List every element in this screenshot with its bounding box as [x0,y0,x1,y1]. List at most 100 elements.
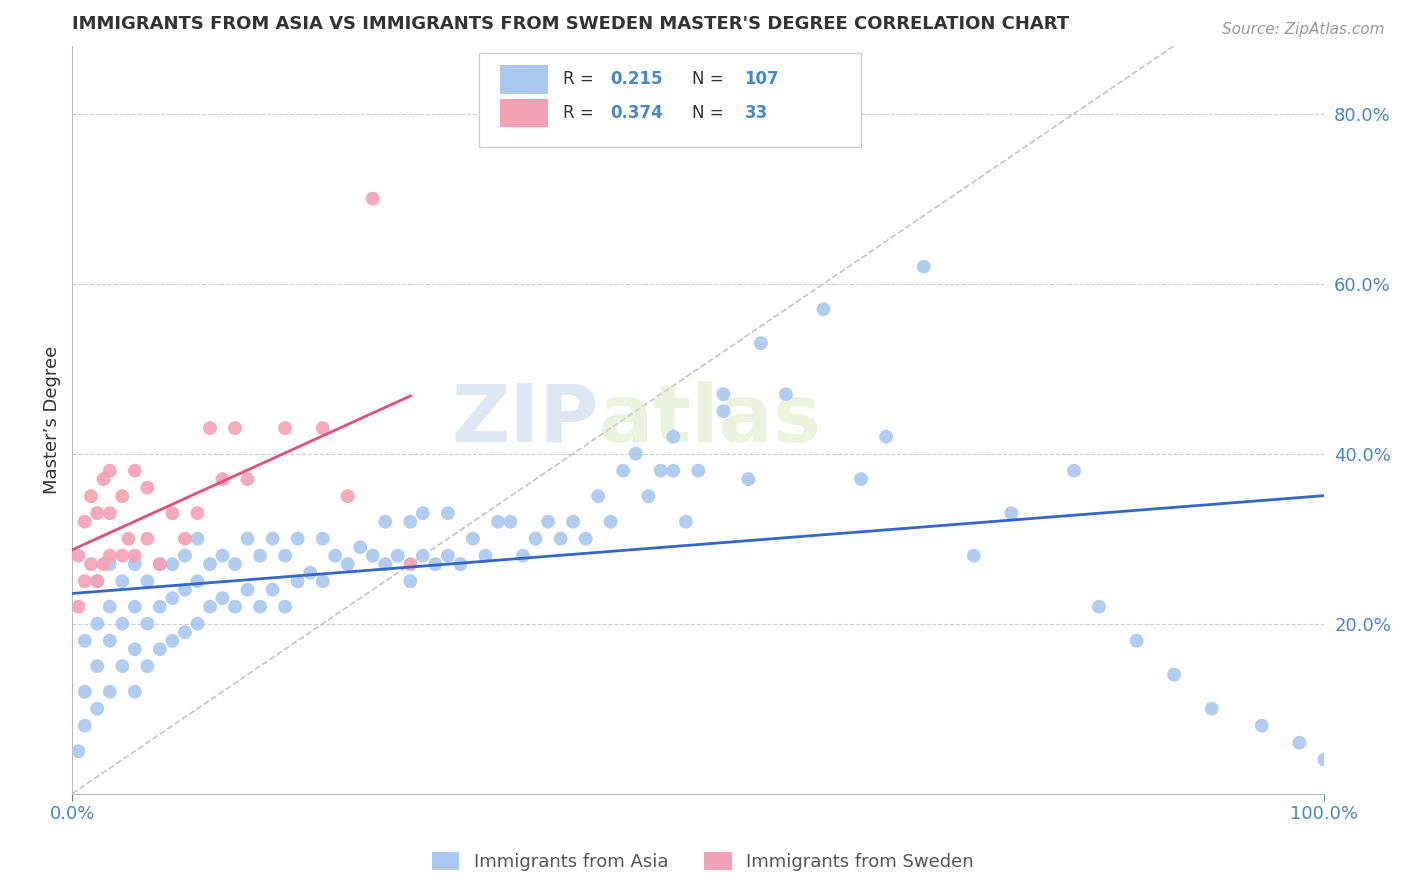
Point [73,574,96,589]
Point [1288,736,1310,750]
Text: 33: 33 [745,104,768,122]
Point [537,515,560,529]
Point [111,549,134,563]
FancyBboxPatch shape [479,54,860,146]
Point [224,599,246,614]
Point [311,574,333,589]
Point [162,557,184,571]
Point [412,549,434,563]
Point [399,574,422,589]
Point [86,616,108,631]
Point [67,744,90,758]
Point [174,549,197,563]
Point [149,599,172,614]
Point [86,506,108,520]
Point [499,515,522,529]
Point [775,387,797,401]
Text: atlas: atlas [598,381,821,458]
Point [236,472,259,486]
Point [662,430,685,444]
Point [73,719,96,733]
Text: 107: 107 [745,70,779,88]
Point [361,192,384,206]
Point [737,472,759,486]
Point [136,616,159,631]
Point [211,591,233,606]
Point [117,532,139,546]
Point [162,633,184,648]
Point [311,421,333,435]
Point [86,574,108,589]
Point [311,532,333,546]
Point [688,464,710,478]
Point [98,549,121,563]
Text: N =: N = [692,70,728,88]
Point [486,515,509,529]
Point [586,489,609,503]
Point [562,515,585,529]
Point [86,574,108,589]
Point [1088,599,1111,614]
Point [98,557,121,571]
Point [224,421,246,435]
Point [174,532,197,546]
Point [198,557,221,571]
Point [875,430,897,444]
Point [174,625,197,640]
Point [236,582,259,597]
Point [461,532,484,546]
Point [98,684,121,698]
Point [849,472,872,486]
Point [274,549,297,563]
Point [637,489,659,503]
Point [1125,633,1147,648]
Point [1063,464,1085,478]
Point [67,549,90,563]
Point [73,633,96,648]
Point [912,260,935,274]
Text: ZIP: ZIP [451,381,598,458]
Point [412,506,434,520]
Point [336,489,359,503]
Point [274,421,297,435]
Point [299,566,322,580]
Point [98,464,121,478]
Point [111,616,134,631]
Legend: Immigrants from Asia, Immigrants from Sweden: Immigrants from Asia, Immigrants from Sw… [425,845,981,879]
Point [274,599,297,614]
Y-axis label: Master’s Degree: Master’s Degree [44,345,60,494]
Point [550,532,572,546]
Text: IMMIGRANTS FROM ASIA VS IMMIGRANTS FROM SWEDEN MASTER'S DEGREE CORRELATION CHART: IMMIGRANTS FROM ASIA VS IMMIGRANTS FROM … [72,15,1070,33]
Point [1201,701,1223,715]
Point [524,532,547,546]
Point [287,574,309,589]
Point [449,557,471,571]
Point [262,582,284,597]
Text: R =: R = [562,70,599,88]
Point [1313,753,1336,767]
Point [80,489,103,503]
Point [198,421,221,435]
Point [437,506,460,520]
Point [399,557,422,571]
Text: 0.215: 0.215 [610,70,664,88]
Point [624,447,647,461]
Point [711,387,734,401]
Point [336,557,359,571]
Point [80,557,103,571]
Text: 0.374: 0.374 [610,104,664,122]
Bar [501,65,548,94]
Point [149,557,172,571]
Point [287,532,309,546]
Point [224,557,246,571]
Point [186,506,208,520]
Point [67,599,90,614]
Bar [501,99,548,128]
Point [136,574,159,589]
Point [211,549,233,563]
Point [198,599,221,614]
Point [650,464,672,478]
Point [262,532,284,546]
Point [1163,667,1185,681]
Point [111,489,134,503]
